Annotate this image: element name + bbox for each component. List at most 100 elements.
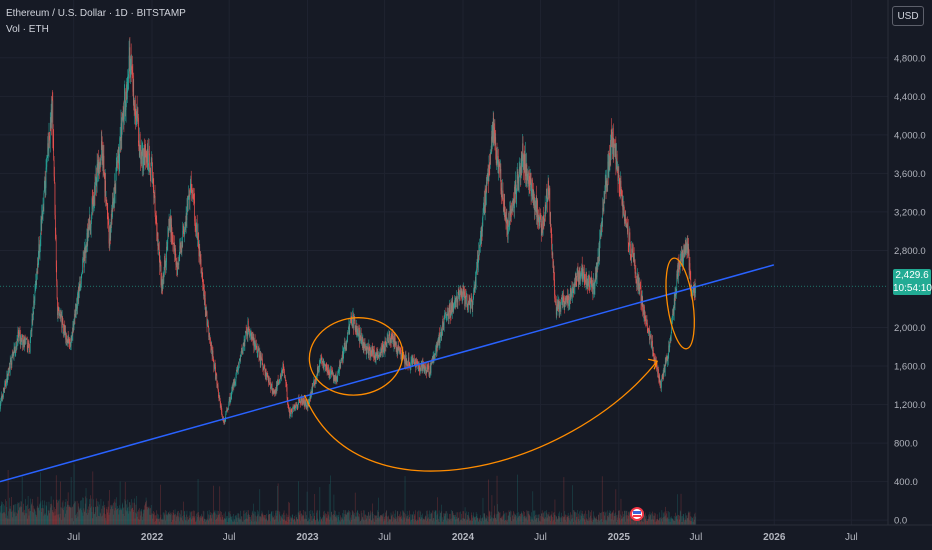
candle-body xyxy=(259,356,260,358)
volume-bar xyxy=(117,508,119,525)
candle-body xyxy=(437,342,439,347)
flag-icon[interactable] xyxy=(630,507,644,521)
candle-body xyxy=(557,301,559,311)
candle-body xyxy=(187,203,188,208)
candle-body xyxy=(400,348,401,350)
volume-bar xyxy=(253,513,255,525)
currency-button[interactable]: USD xyxy=(892,6,924,26)
candle-body xyxy=(609,160,611,171)
volume-bar xyxy=(340,517,342,525)
volume-bar xyxy=(418,517,420,525)
candle-body xyxy=(531,188,532,197)
volume-bar xyxy=(104,517,106,525)
volume-bar xyxy=(2,502,3,525)
volume-bar xyxy=(546,510,547,525)
volume-bar xyxy=(264,514,265,525)
candle-body xyxy=(499,165,501,172)
candle-body xyxy=(306,402,307,407)
volume-bar xyxy=(396,518,398,525)
volume-bar xyxy=(88,506,89,525)
volume-bar xyxy=(665,518,667,525)
candle-body xyxy=(151,158,153,164)
volume-bar xyxy=(639,517,641,525)
candle-body xyxy=(70,343,71,346)
volume-bar xyxy=(9,497,10,525)
volume-bar xyxy=(621,518,623,525)
volume-bar xyxy=(528,513,529,525)
candle-body xyxy=(628,243,630,247)
volume-bar xyxy=(346,512,348,525)
candle-body xyxy=(693,290,695,296)
volume-bar xyxy=(401,517,403,525)
candle-body xyxy=(667,356,669,360)
candle-body xyxy=(370,349,372,357)
candle-body xyxy=(199,246,201,263)
volume-bar xyxy=(306,491,308,525)
candle-body xyxy=(43,193,45,212)
volume-bar xyxy=(371,519,373,525)
candle-body xyxy=(404,359,406,364)
candle-body xyxy=(69,343,71,345)
candle-body xyxy=(426,364,428,368)
volume-bar xyxy=(418,510,419,525)
volume-bar xyxy=(388,515,389,525)
candle-body xyxy=(105,200,107,202)
candle-body xyxy=(458,293,460,300)
candle-body xyxy=(162,274,164,288)
candle-body xyxy=(512,198,514,208)
volume-label[interactable]: Vol · ETH xyxy=(6,24,49,35)
volume-bar xyxy=(203,511,205,525)
candle-body xyxy=(12,354,13,356)
volume-bar xyxy=(586,513,588,525)
candle-body xyxy=(309,398,310,401)
candle-body xyxy=(82,258,84,260)
candle-body xyxy=(571,288,572,293)
candle-body xyxy=(657,369,659,374)
volume-bar xyxy=(144,509,146,525)
volume-bar xyxy=(559,511,560,525)
volume-bar xyxy=(507,519,508,525)
volume-bar xyxy=(318,519,320,525)
candle-body xyxy=(380,353,381,356)
volume-bar xyxy=(577,510,578,525)
candle-body xyxy=(464,295,466,306)
volume-bar xyxy=(154,515,156,525)
candle-body xyxy=(686,241,687,251)
volume-bar xyxy=(339,520,340,525)
candle-body xyxy=(356,326,358,335)
candle-body xyxy=(658,375,660,383)
volume-bar xyxy=(23,509,25,525)
volume-bar xyxy=(109,489,110,525)
candle-body xyxy=(246,332,248,336)
volume-bar xyxy=(143,509,144,525)
volume-bar xyxy=(152,518,153,525)
candle-body xyxy=(93,195,94,207)
volume-bar xyxy=(93,513,95,525)
symbol-title[interactable]: Ethereum / U.S. Dollar · 1D · BITSTAMP xyxy=(6,8,186,19)
candle-body xyxy=(430,363,432,373)
volume-bar xyxy=(218,510,219,525)
volume-bar xyxy=(50,503,51,525)
volume-bar xyxy=(23,511,25,525)
candle-body xyxy=(95,183,96,195)
candle-body xyxy=(442,321,443,335)
volume-bar xyxy=(577,516,579,525)
volume-bar xyxy=(46,514,48,525)
volume-bar xyxy=(454,519,456,525)
candle-body xyxy=(630,243,631,256)
candle-body xyxy=(427,367,428,370)
candle-body xyxy=(262,358,263,364)
candle-body xyxy=(661,376,663,379)
candle-body xyxy=(258,348,260,357)
time-axis[interactable]: Jul 2022 Jul 2023 Jul 2024 Jul 2025 Jul 2026 Jul xyxy=(67,532,857,543)
candle-body xyxy=(16,346,17,348)
volume-bar xyxy=(145,497,147,525)
price-axis[interactable]: 4,800.04,400.04,000.03,600.03,200.02,800… xyxy=(894,53,926,526)
candle-body xyxy=(619,189,621,195)
candle-body xyxy=(296,404,297,408)
volume-bar xyxy=(20,501,22,525)
volume-bar xyxy=(128,511,130,525)
candle-body xyxy=(638,287,640,291)
volume-bar xyxy=(304,518,305,525)
